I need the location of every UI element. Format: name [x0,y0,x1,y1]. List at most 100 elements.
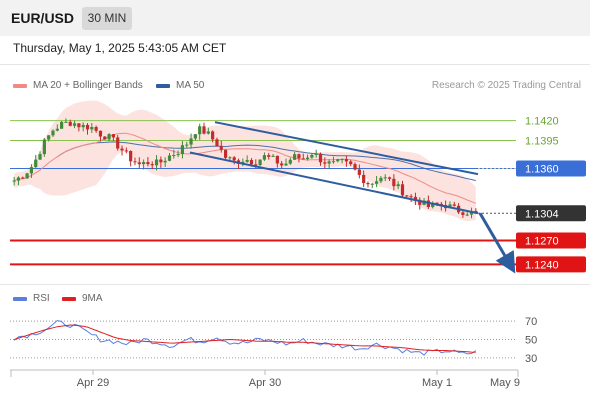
candle-body-85 [379,177,383,182]
candle-body-89 [396,184,400,187]
candle-body-91 [405,195,409,197]
channel-lower-line [189,151,479,215]
projection-arrow [478,212,516,274]
candle-body-39 [180,145,185,155]
candle-body-0 [12,180,16,182]
last-price-box [516,205,586,222]
candle-body-97 [431,202,435,208]
candle-body-58 [262,155,267,160]
divider [0,64,590,65]
legend-ma50: MA 50 [156,80,204,91]
candle-body-44 [202,126,206,134]
legend-rsi: RSI [13,293,50,304]
candle-body-67 [301,158,305,160]
candle-body-69 [310,154,314,158]
candle-body-76 [340,159,344,161]
pivot-label: 1.1360 [525,164,559,176]
moving-average-layer [14,132,476,204]
candle-body-8 [47,135,51,140]
bollinger-band-layer [14,100,476,222]
support-label-box-4 [516,232,586,249]
candle-body-99 [439,203,443,206]
panel-divider [0,284,590,285]
last-price-label: 1.1304 [525,208,559,220]
support-label-5: 1.1240 [525,259,559,271]
candle-body-7 [42,139,46,155]
candle-body-65 [293,154,297,160]
candle-body-4 [29,167,34,174]
candle-body-59 [267,155,271,157]
candlestick-layer [12,118,478,219]
candle-body-64 [288,159,292,164]
candle-body-5 [34,159,38,168]
candle-body-22 [107,134,111,140]
candle-body-80 [357,169,361,175]
candle-body-46 [211,131,215,140]
candle-body-23 [111,134,115,138]
candle-body-48 [219,146,223,150]
candle-body-63 [284,163,288,166]
candle-body-87 [387,177,392,179]
candle-body-40 [185,144,189,146]
candle-body-41 [189,138,193,145]
support-label-box-5 [516,256,586,273]
candle-body-34 [159,159,163,163]
candle-body-3 [25,173,29,179]
candle-body-79 [353,164,357,170]
candle-body-68 [305,157,310,160]
candle-body-10 [55,128,59,131]
candle-body-88 [392,178,396,187]
rsi-layer: 70 50 30 [10,316,537,365]
candle-body-15 [77,123,81,128]
legend-ma9: 9MA [62,293,103,304]
candle-body-28 [133,161,137,163]
candle-body-25 [120,148,124,151]
candle-body-66 [297,154,301,159]
level-labels-layer: 1.1420 1.1395 1.1360 1.1304 1.1270 1.1240 [516,116,586,273]
rsi-swatch [13,296,27,301]
candle-body-13 [68,121,72,126]
ma50-line [57,141,476,182]
candle-body-29 [137,162,141,165]
candle-body-35 [163,160,167,163]
candle-body-105 [465,214,469,216]
candle-body-47 [215,139,219,147]
candle-body-42 [193,134,197,139]
candle-body-20 [98,130,103,137]
candle-body-56 [254,164,258,166]
candle-body-16 [81,124,85,128]
candle-body-49 [223,149,228,158]
candle-body-102 [452,204,456,206]
ma20-line [14,132,476,204]
candle-body-11 [60,121,64,129]
ma50-label: MA 50 [176,80,205,91]
candle-body-32 [150,164,154,166]
candle-body-43 [198,126,202,135]
candle-body-75 [336,159,340,162]
candle-body-21 [103,136,107,140]
candle-body-81 [362,174,366,184]
candle-body-55 [249,160,254,165]
candle-body-61 [275,155,279,164]
trend-channel-layer [189,121,516,274]
rsi-line [13,319,477,356]
timeframe-button[interactable]: 30 MIN [82,7,132,30]
candle-body-77 [344,159,348,162]
candle-body-94 [418,199,422,205]
chart-header: EUR/USD 30 MIN [0,0,590,36]
candle-body-26 [124,150,128,152]
candle-body-70 [314,153,318,155]
candle-body-31 [146,162,150,165]
bollinger-band [14,100,476,222]
candle-body-30 [142,162,146,165]
ma50-swatch [156,83,170,88]
candle-body-6 [38,154,42,160]
candle-body-83 [370,183,374,185]
candle-body-98 [435,202,439,204]
candle-body-86 [383,177,387,179]
channel-upper-line [214,121,479,176]
candle-body-45 [206,131,210,134]
time-tick-label-2: May 1 [422,377,452,389]
candle-body-72 [323,162,327,164]
candle-body-84 [375,181,379,184]
